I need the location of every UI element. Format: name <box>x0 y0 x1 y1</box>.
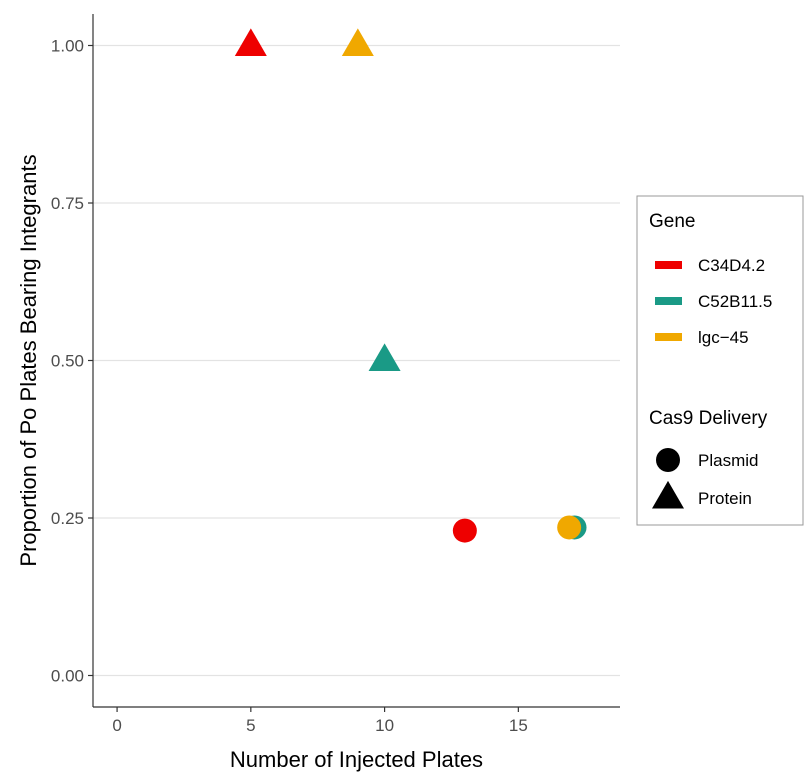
legend-label-gene: lgc−45 <box>698 328 749 347</box>
point-c34d4-2-protein <box>234 28 267 57</box>
legend-key-plasmid-circle <box>656 448 680 472</box>
legend-gene-items: C34D4.2 C52B11.5 lgc−45 <box>655 256 772 347</box>
y-tick-label: 0.50 <box>51 352 84 371</box>
y-tick-label: 1.00 <box>51 37 84 56</box>
legend-box <box>636 195 804 526</box>
legend-title-delivery: Cas9 Delivery <box>649 408 768 429</box>
point-lgc-45-plasmid <box>557 515 582 540</box>
legend-key-gene <box>655 333 682 341</box>
point-c52b11-5-protein <box>368 343 401 372</box>
legend-label-delivery: Protein <box>698 489 752 508</box>
legend-title-gene: Gene <box>649 211 695 232</box>
ticks: 0.00 0.25 0.50 0.75 1.00 0 5 10 15 <box>51 37 528 736</box>
x-tick-label: 5 <box>246 716 255 735</box>
y-axis-title: Proportion of Po Plates Bearing Integran… <box>16 154 41 566</box>
y-tick-label: 0.25 <box>51 509 84 528</box>
legend-key-protein-triangle <box>652 480 684 509</box>
legend-key-gene <box>655 261 682 269</box>
legend-delivery-items: Plasmid Protein <box>652 448 758 509</box>
grid-lines <box>93 44 620 677</box>
x-tick-label: 0 <box>112 716 121 735</box>
legend-key-gene <box>655 297 682 305</box>
legend-label-gene: C34D4.2 <box>698 256 765 275</box>
point-c34d4-2-plasmid <box>452 518 477 543</box>
y-tick-label: 0.75 <box>51 194 84 213</box>
legend-label-gene: C52B11.5 <box>698 292 772 311</box>
data-points <box>234 28 587 543</box>
point-lgc-45-protein <box>341 28 374 57</box>
x-tick-label: 10 <box>375 716 394 735</box>
x-tick-label: 15 <box>509 716 528 735</box>
legend-label-delivery: Plasmid <box>698 451 758 470</box>
x-axis-title: Number of Injected Plates <box>230 747 483 772</box>
y-tick-label: 0.00 <box>51 667 84 686</box>
legend: Gene C34D4.2 C52B11.5 lgc−45 Cas9 Delivery… <box>636 195 804 526</box>
